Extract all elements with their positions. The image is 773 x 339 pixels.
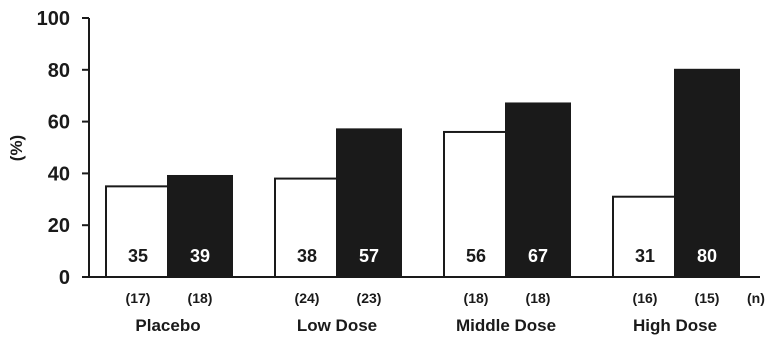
- y-tick-label: 40: [48, 163, 70, 185]
- category-label: Low Dose: [297, 316, 377, 335]
- y-ticks: 0 20 40 60 80 100: [37, 8, 89, 289]
- bar-value-label: 35: [128, 246, 148, 266]
- y-tick-label: 60: [48, 112, 70, 134]
- category-label: High Dose: [633, 316, 717, 335]
- y-tick-label: 20: [48, 215, 70, 237]
- n-label: (18): [464, 290, 489, 306]
- bar: [105, 185, 171, 279]
- n-label: (18): [526, 290, 551, 306]
- bar: [336, 128, 402, 278]
- bar-value-label: 57: [359, 246, 379, 266]
- y-axis-label: (%): [7, 135, 26, 161]
- bar-value-label: 80: [697, 246, 717, 266]
- n-label: (24): [295, 290, 320, 306]
- category-label: Placebo: [135, 316, 200, 335]
- n-label: (23): [357, 290, 382, 306]
- bar: [612, 195, 678, 279]
- bar-value-label: 31: [635, 246, 655, 266]
- n-label: (18): [188, 290, 213, 306]
- bar-value-label: 67: [528, 246, 548, 266]
- n-label: (16): [633, 290, 658, 306]
- x-labels: (17) (18) Placebo (24) (23) Low Dose (18) (18) M…: [126, 290, 720, 335]
- bar: [167, 174, 233, 279]
- bar-value-label: 38: [297, 246, 317, 266]
- n-unit-label: (n): [747, 290, 765, 306]
- bars: 35 39 38 57 56 67 31 80: [105, 68, 740, 279]
- y-tick-label: 0: [59, 267, 70, 289]
- bar: [674, 68, 740, 278]
- n-label: (15): [695, 290, 720, 306]
- y-tick-label: 100: [37, 8, 70, 30]
- bar: [505, 102, 571, 278]
- bar-value-label: 56: [466, 246, 486, 266]
- n-label: (17): [126, 290, 151, 306]
- category-label: Middle Dose: [456, 316, 556, 335]
- y-tick-label: 80: [48, 60, 70, 82]
- bar-value-label: 39: [190, 246, 210, 266]
